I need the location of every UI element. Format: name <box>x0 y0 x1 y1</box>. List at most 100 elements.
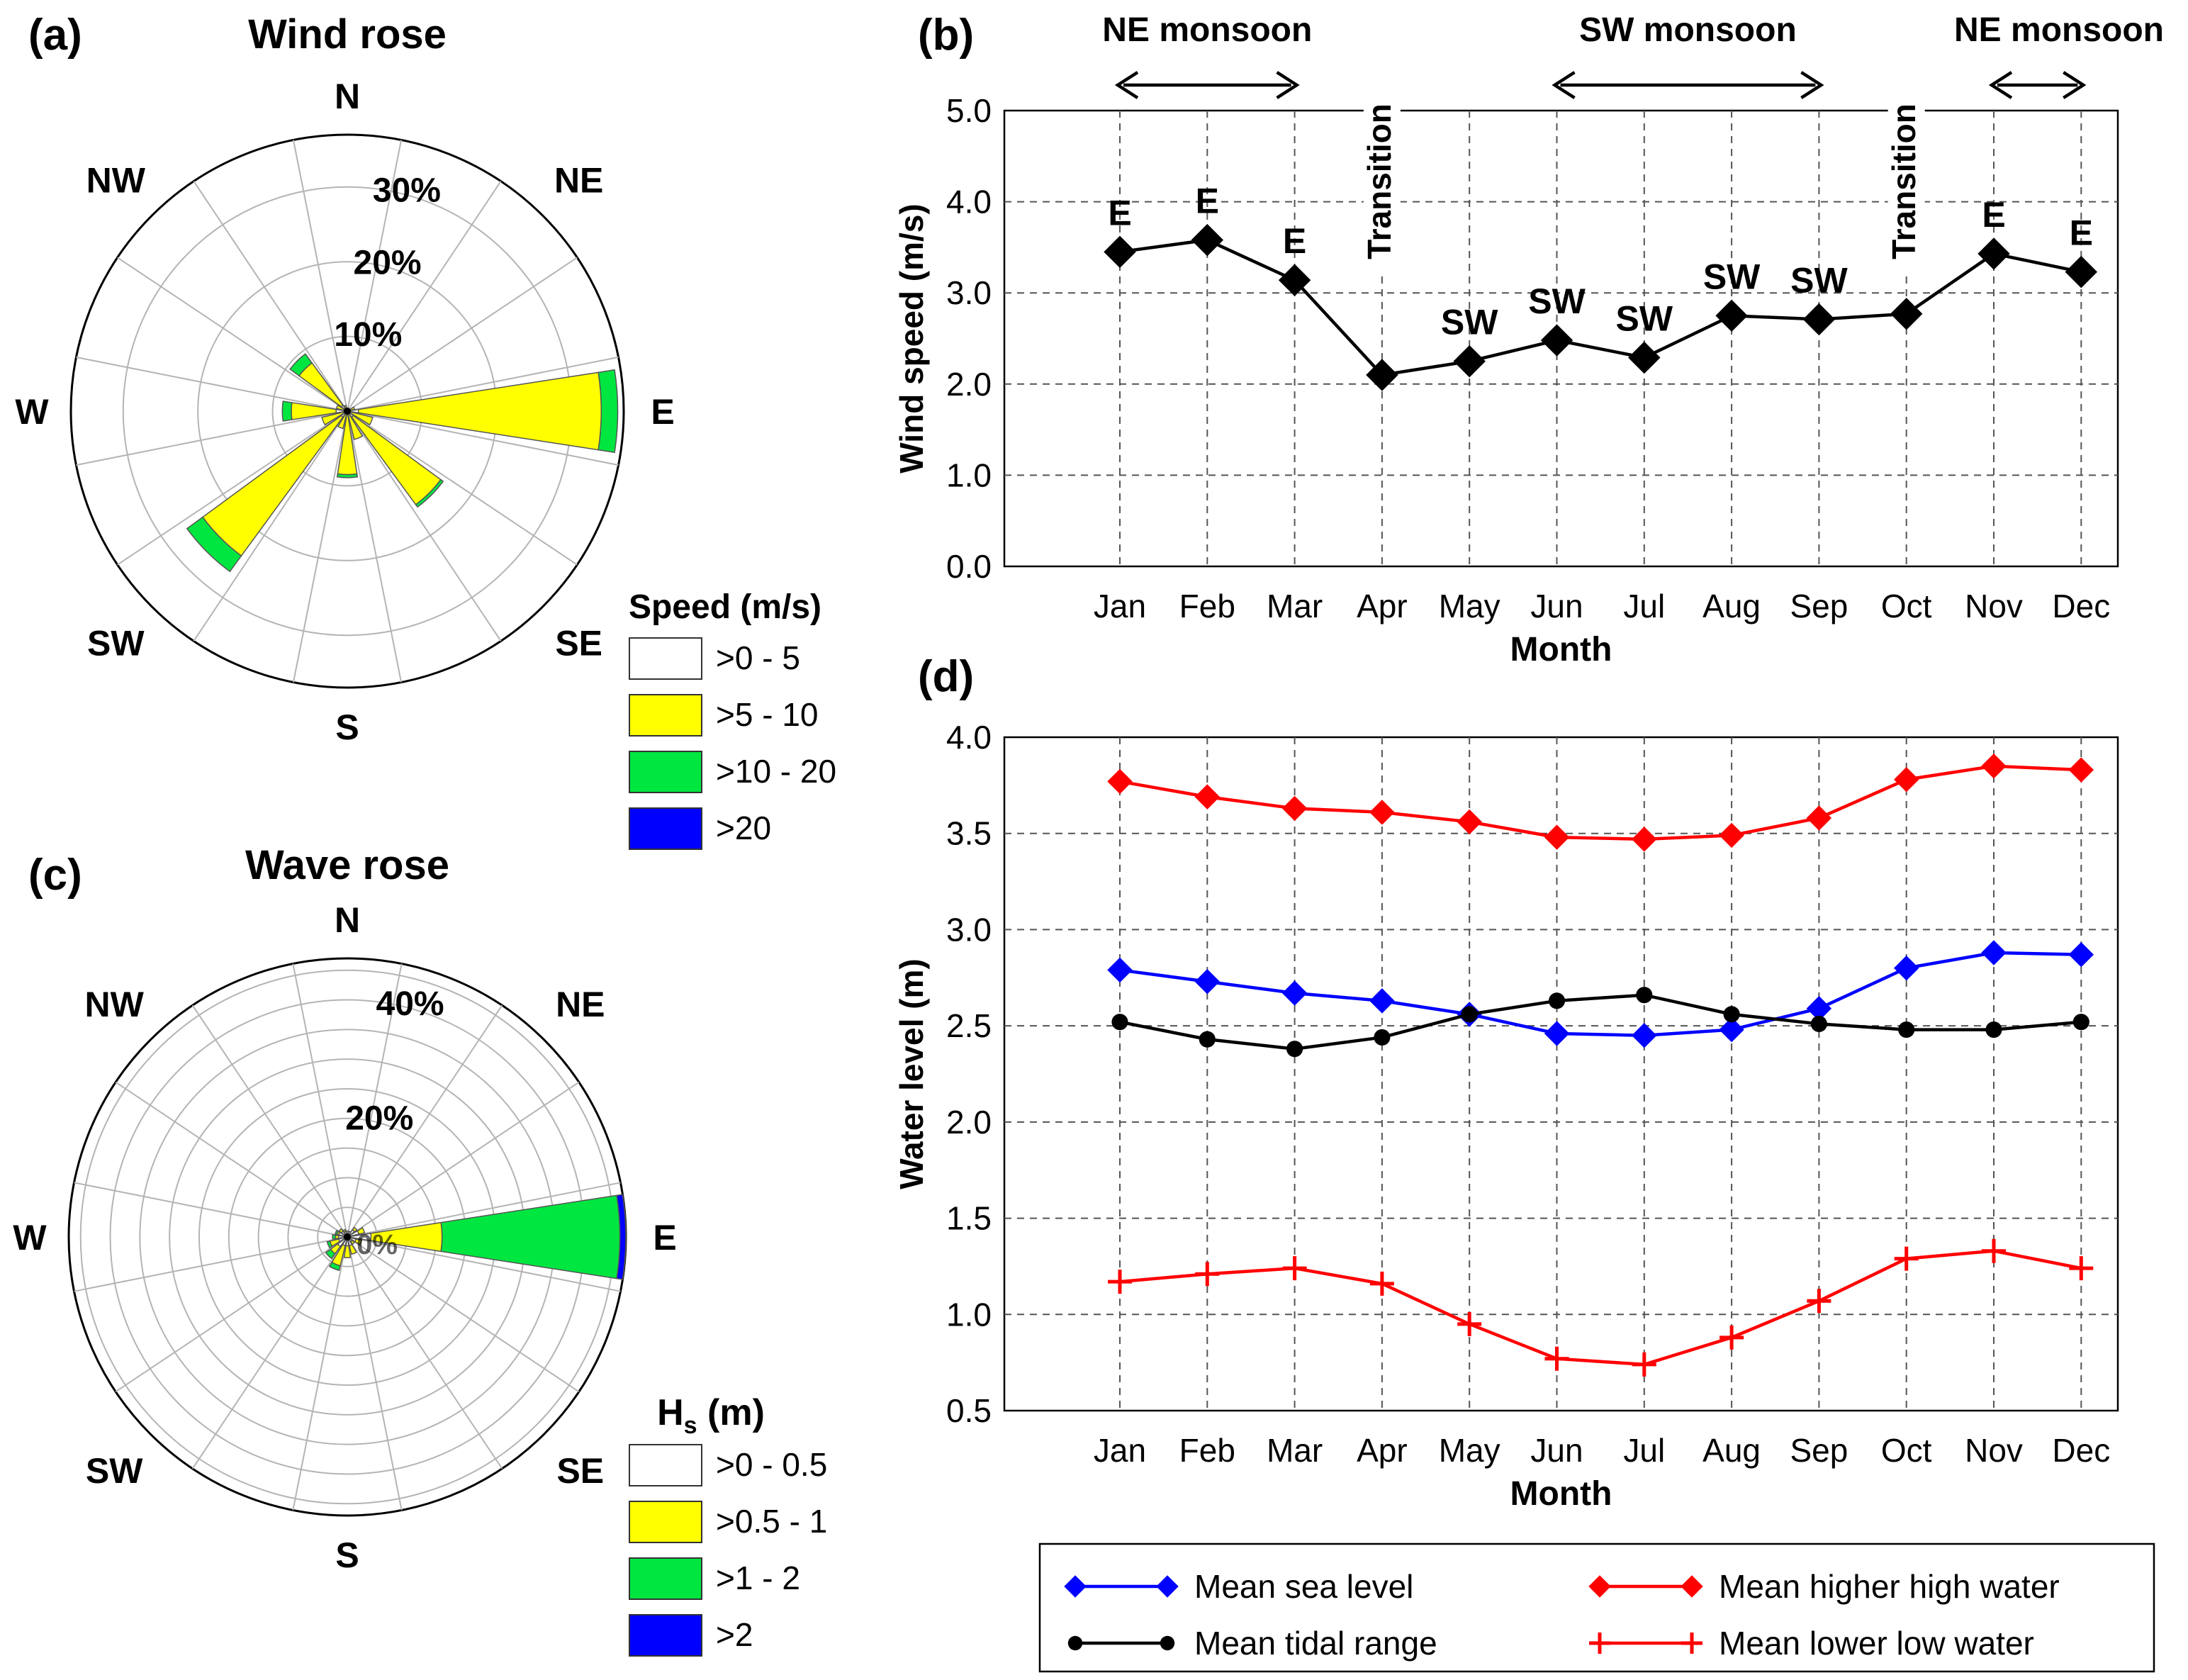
x-tick-label: Jan <box>1094 1432 1146 1469</box>
data-point <box>1540 324 1573 357</box>
y-tick-label: 1.5 <box>946 1200 992 1237</box>
wind-rose-title: Wind rose <box>248 11 447 57</box>
rose-legend-swatch <box>629 807 702 850</box>
rose-spoke <box>76 410 348 466</box>
data-point <box>1544 1346 1569 1371</box>
legend-label: Mean tidal range <box>1194 1625 1437 1662</box>
legend-label: Mean higher high water <box>1719 1568 2060 1605</box>
x-tick-label: Sep <box>1790 1432 1848 1469</box>
monsoon-label: SW monsoon <box>1579 11 1797 49</box>
rose-legend-label: >1 - 2 <box>716 1559 800 1596</box>
rose-direction-label-se: SE <box>555 624 602 663</box>
rose-spoke <box>115 1081 348 1238</box>
rose-legend-swatch <box>629 694 702 737</box>
rose-spoke <box>292 1236 348 1511</box>
y-tick-label: 2.0 <box>946 1104 992 1141</box>
monsoon-label: NE monsoon <box>1102 11 1312 49</box>
x-tick-label: Feb <box>1179 588 1235 625</box>
rose-legend-label: >2 <box>716 1616 753 1653</box>
data-point <box>1719 1017 1744 1043</box>
rose-petal-segment <box>326 1241 333 1249</box>
transition-label-bg <box>1887 89 1925 274</box>
series-line <box>1119 951 2082 1037</box>
data-point <box>1156 1575 1179 1598</box>
rose-petal-segment <box>349 1239 356 1245</box>
arrow-head-right <box>1800 71 1824 99</box>
data-point <box>1632 827 1657 852</box>
rose-spoke <box>347 356 619 412</box>
wind-rose-chart: 10% 20% 30% N NE E SE S SW W NW Speed (m/s) >0 - 5 >5… <box>15 77 836 850</box>
rose-ring-label: 10% <box>334 316 402 354</box>
data-point <box>1111 1014 1128 1031</box>
rose-spoke <box>193 181 348 412</box>
rose-spoke <box>292 140 348 412</box>
y-tick-label: 0.5 <box>946 1392 992 1429</box>
point-label-transition: Transition <box>1885 103 1922 259</box>
data-point <box>1628 341 1661 374</box>
data-point <box>1457 809 1482 835</box>
x-tick-label: Apr <box>1357 1432 1408 1469</box>
x-tick-label: May <box>1439 588 1500 625</box>
y-tick-label: 1.0 <box>946 457 992 493</box>
rose-petal-segment <box>357 1226 366 1235</box>
data-point <box>1588 1575 1611 1598</box>
rose-spoke <box>347 1182 621 1238</box>
data-point <box>1807 1289 1831 1314</box>
data-point <box>1278 264 1311 296</box>
rose-direction-label-se: SE <box>556 1451 604 1491</box>
wave-rose-title: Wave rose <box>245 842 449 888</box>
wind-speed-chart: 0.0 1.0 2.0 3.0 4.0 5.0 Jan Feb Mar Apr May Jun Jul A… <box>893 11 2164 668</box>
data-point <box>1108 1270 1132 1294</box>
point-label: E <box>1982 195 2005 235</box>
data-point <box>1369 988 1395 1014</box>
data-point <box>1632 1023 1657 1048</box>
point-label: E <box>1108 193 1131 233</box>
arrow-head-left <box>1114 71 1139 99</box>
y-tick-label: 5.0 <box>946 92 992 129</box>
data-point <box>1064 1575 1087 1598</box>
point-label: SW <box>1616 299 1673 339</box>
x-tick-label: Jun <box>1530 588 1583 625</box>
rose-petal-segment <box>598 369 619 454</box>
x-tick-label: Jul <box>1623 1432 1665 1469</box>
rose-petal-segment <box>335 1229 340 1236</box>
y-tick-label: 3.0 <box>946 274 992 311</box>
data-point <box>1282 1256 1307 1281</box>
data-point <box>1981 940 2007 965</box>
data-point <box>1544 824 1570 850</box>
rose-spoke <box>115 1236 348 1393</box>
rose-ring-label: 30% <box>373 172 441 210</box>
x-tick-label: Dec <box>2052 588 2110 625</box>
data-point <box>2072 1014 2089 1031</box>
rose-direction-label-e: E <box>651 392 674 432</box>
data-point <box>1985 1021 2002 1038</box>
rose-spoke <box>292 410 348 683</box>
rose-direction-label-nw: NW <box>86 160 146 200</box>
point-label: SW <box>1441 303 1498 342</box>
rose-legend-label: >5 - 10 <box>716 696 819 733</box>
rose-petal-segment <box>349 411 374 426</box>
rose-spoke <box>347 963 403 1238</box>
x-tick-label: Oct <box>1881 1432 1932 1469</box>
data-point <box>1898 1021 1915 1038</box>
rose-petal-segment <box>336 473 359 478</box>
water-level-chart: 0.5 1.0 1.5 2.0 2.5 3.0 3.5 4.0 Jan Feb Mar Apr May J… <box>893 719 2155 1673</box>
rose-petal-segment <box>325 1248 336 1260</box>
rose-petal-segment <box>349 1243 358 1255</box>
rose-spoke <box>191 1236 348 1469</box>
data-point <box>1374 1029 1391 1046</box>
y-tick-label: 2.0 <box>946 366 992 403</box>
data-point <box>1107 768 1133 795</box>
data-point <box>1199 1031 1216 1048</box>
y-tick-label: 2.5 <box>946 1007 992 1044</box>
series-line <box>1119 1249 2082 1367</box>
rose-spoke <box>117 257 348 412</box>
data-point <box>1719 822 1744 849</box>
x-tick-label: Nov <box>1965 1432 2023 1469</box>
data-point <box>1893 956 1919 981</box>
x-tick-label: Jun <box>1530 1432 1583 1469</box>
rose-petal-segment <box>616 1194 627 1280</box>
y-axis-title: Water level (m) <box>893 958 930 1189</box>
data-point <box>1281 795 1308 822</box>
